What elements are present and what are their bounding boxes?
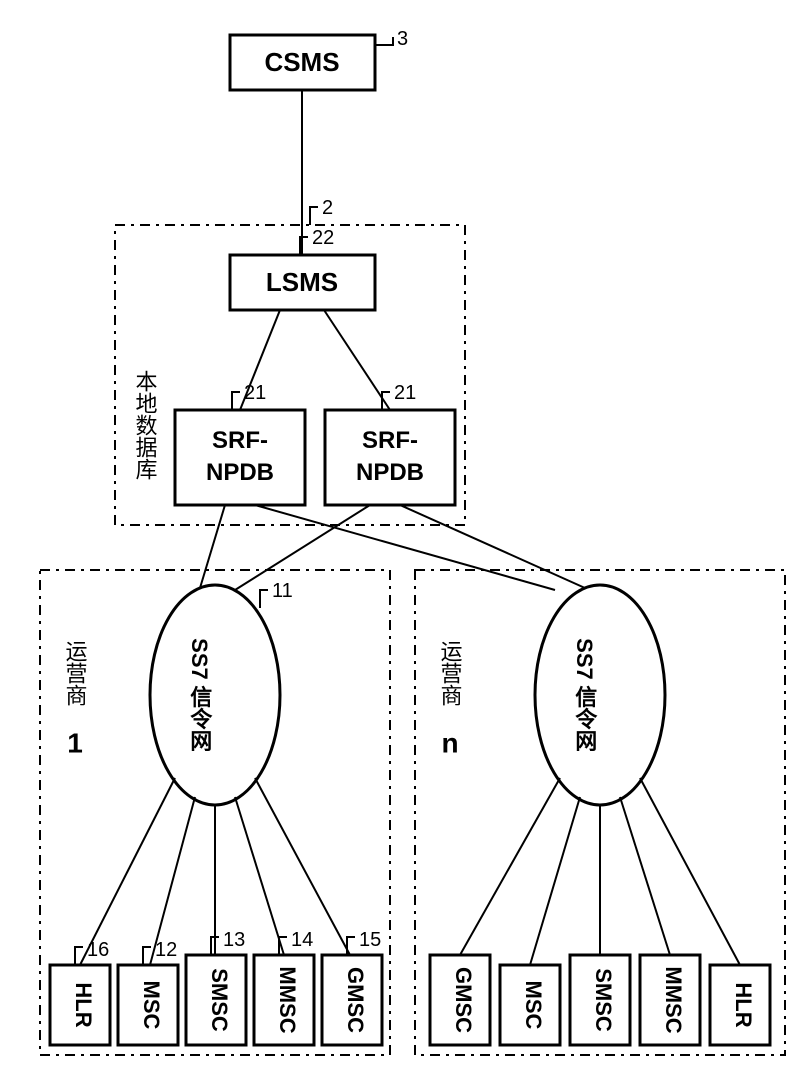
- svg-text:14: 14: [291, 929, 313, 951]
- edge-ss7-1-hlr: [80, 778, 175, 965]
- ss7-ellipse-1: SS7 信令网: [150, 585, 280, 805]
- svg-text:MSC: MSC: [139, 981, 164, 1030]
- operator-n-suffix: n: [441, 727, 458, 758]
- lsms-ref: 22: [300, 227, 334, 255]
- edge-ss7-n-hlr: [640, 778, 740, 965]
- svg-text:LSMS: LSMS: [266, 267, 338, 297]
- opn-gmsc: GMSC: [430, 955, 490, 1045]
- edge-lsms-srf2: [324, 310, 390, 410]
- operator-1-suffix: 1: [67, 727, 83, 758]
- ss7-ellipse-n: SS7 信令网: [535, 585, 665, 805]
- opn-msc: MSC: [500, 965, 560, 1045]
- svg-text:12: 12: [155, 939, 177, 961]
- operator-1-label: 运营商: [63, 640, 88, 706]
- ss7-1-ref: 11: [260, 580, 293, 608]
- op1-mmsc-ref: 14: [279, 929, 313, 955]
- local-db-ref: 2: [310, 197, 333, 225]
- svg-text:GMSC: GMSC: [451, 967, 476, 1033]
- csms-node: CSMS: [230, 35, 375, 90]
- svg-text:22: 22: [312, 227, 334, 249]
- svg-text:15: 15: [359, 929, 381, 951]
- edge-ss7-n-gmsc: [460, 778, 560, 955]
- svg-text:11: 11: [272, 580, 293, 602]
- opn-hlr: HLR: [710, 965, 770, 1045]
- svg-text:MMSC: MMSC: [661, 966, 686, 1033]
- svg-text:SRF-: SRF-: [212, 427, 268, 454]
- svg-text:NPDB: NPDB: [206, 459, 274, 486]
- svg-text:3: 3: [397, 28, 408, 50]
- svg-text:13: 13: [223, 929, 245, 951]
- svg-text:2: 2: [322, 197, 333, 219]
- svg-text:HLR: HLR: [71, 982, 96, 1027]
- edge-srf1-ss7-1: [200, 505, 225, 588]
- svg-text:SMSC: SMSC: [591, 968, 616, 1032]
- edge-ss7-n-msc: [530, 797, 580, 965]
- edge-srf1-ss7-n: [255, 505, 555, 590]
- svg-text:MSC: MSC: [521, 981, 546, 1030]
- svg-text:SRF-: SRF-: [362, 427, 418, 454]
- svg-text:MMSC: MMSC: [275, 966, 300, 1033]
- svg-text:HLR: HLR: [731, 982, 756, 1027]
- svg-text:16: 16: [87, 939, 109, 961]
- edge-srf2-ss7-n: [400, 505, 585, 588]
- local-db-label: 本地数据库: [133, 370, 158, 480]
- svg-text:GMSC: GMSC: [343, 967, 368, 1033]
- op1-mmsc: MMSC: [254, 955, 314, 1045]
- op1-gmsc-ref: 15: [347, 929, 381, 955]
- op1-smsc-ref: 13: [211, 929, 245, 955]
- svg-text:SS7 信令网: SS7 信令网: [187, 638, 212, 753]
- svg-text:NPDB: NPDB: [356, 459, 424, 486]
- svg-text:21: 21: [394, 382, 416, 404]
- op1-msc: MSC: [118, 965, 178, 1045]
- opn-mmsc: MMSC: [640, 955, 700, 1045]
- srf-npdb-1: SRF- NPDB: [175, 410, 305, 505]
- lsms-node: LSMS: [230, 255, 375, 310]
- svg-text:SMSC: SMSC: [207, 968, 232, 1032]
- srf-npdb-2: SRF- NPDB: [325, 410, 455, 505]
- opn-smsc: SMSC: [570, 955, 630, 1045]
- csms-ref: 3: [375, 28, 408, 50]
- svg-text:CSMS: CSMS: [264, 47, 339, 77]
- op1-hlr: HLR: [50, 965, 110, 1045]
- op1-smsc: SMSC: [186, 955, 246, 1045]
- op1-msc-ref: 12: [143, 939, 177, 965]
- op1-gmsc: GMSC: [322, 955, 382, 1045]
- svg-text:SS7 信令网: SS7 信令网: [572, 638, 597, 753]
- operator-n-label: 运营商: [438, 640, 463, 706]
